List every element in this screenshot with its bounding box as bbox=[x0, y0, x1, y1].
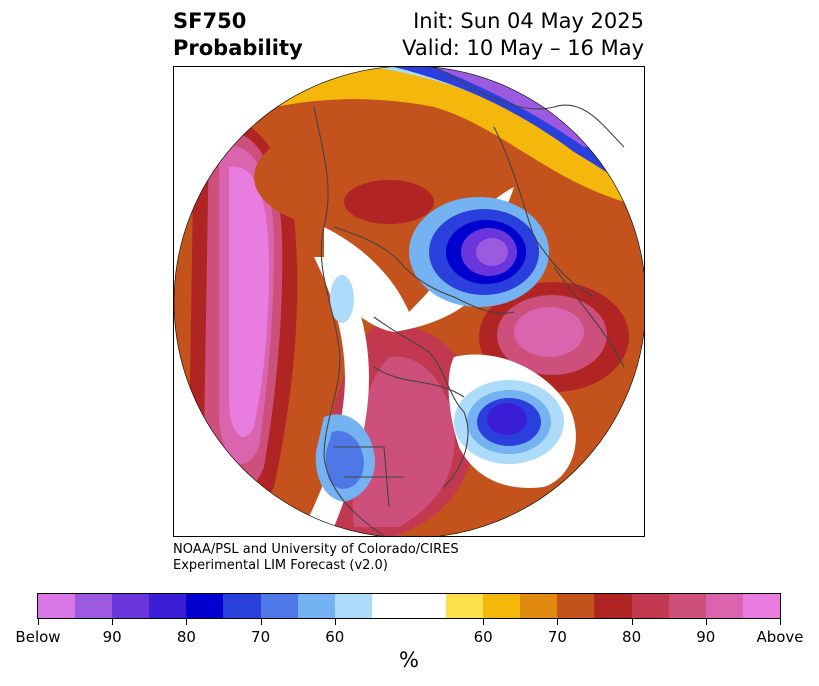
colorbar-tick bbox=[38, 619, 39, 625]
colorbar-segment bbox=[371, 594, 409, 618]
colorbar-tick-label: Above bbox=[756, 628, 804, 646]
map-panel bbox=[173, 66, 645, 537]
colorbar-tick-label: 60 bbox=[325, 628, 345, 646]
colorbar-tick bbox=[334, 619, 336, 625]
colorbar-segment bbox=[38, 594, 76, 618]
probability-field bbox=[174, 67, 644, 536]
colorbar-tick bbox=[780, 619, 781, 625]
colorbar-segment bbox=[408, 594, 447, 618]
colorbar-segment bbox=[705, 594, 743, 618]
colorbar-segment bbox=[297, 594, 335, 618]
colorbar-tick-label: 90 bbox=[102, 628, 122, 646]
colorbar-tick bbox=[112, 619, 114, 625]
colorbar-tick bbox=[557, 619, 559, 625]
credit-line-1: NOAA/PSL and University of Colorado/CIRE… bbox=[173, 542, 459, 557]
colorbar-unit-label: % bbox=[399, 648, 419, 672]
colorbar-tick-label: 90 bbox=[696, 628, 716, 646]
colorbar-tick-label: 80 bbox=[622, 628, 642, 646]
colorbar-segment bbox=[334, 594, 372, 618]
title-quantity: Probability bbox=[173, 36, 303, 60]
colorbar-segment bbox=[631, 594, 669, 618]
colorbar-tick-label: 70 bbox=[251, 628, 271, 646]
colorbar-tick bbox=[705, 619, 707, 625]
colorbar-segment bbox=[186, 594, 224, 618]
colorbar-segment bbox=[75, 594, 113, 618]
colorbar-tick bbox=[483, 619, 485, 625]
colorbar-tick bbox=[186, 619, 188, 625]
colorbar-segment bbox=[668, 594, 706, 618]
colorbar-segment bbox=[520, 594, 558, 618]
colorbar bbox=[37, 593, 781, 619]
colorbar-segment bbox=[223, 594, 261, 618]
colorbar-segment bbox=[260, 594, 298, 618]
colorbar-segment bbox=[483, 594, 521, 618]
colorbar-segment bbox=[149, 594, 187, 618]
colorbar-segment bbox=[742, 594, 780, 618]
credit-line-2: Experimental LIM Forecast (v2.0) bbox=[173, 558, 388, 573]
polar-map bbox=[174, 67, 644, 536]
colorbar-tick-label: 80 bbox=[176, 628, 196, 646]
credit-text: NOAA/PSL and University of Colorado/CIRE… bbox=[173, 542, 459, 574]
colorbar-tick-label: 70 bbox=[547, 628, 567, 646]
colorbar-tick bbox=[631, 619, 633, 625]
chart-title-variable: SF750 Probability bbox=[173, 8, 303, 62]
colorbar-segment bbox=[112, 594, 150, 618]
title-init-date: Init: Sun 04 May 2025 bbox=[413, 9, 644, 33]
colorbar-tick-label: Below bbox=[15, 628, 61, 646]
colorbar-segment bbox=[446, 594, 484, 618]
colorbar-tick-label: 60 bbox=[473, 628, 493, 646]
coastlines bbox=[313, 67, 625, 536]
chart-title-dates: Init: Sun 04 May 2025 Valid: 10 May – 16… bbox=[402, 8, 644, 62]
colorbar-segment bbox=[557, 594, 595, 618]
title-variable: SF750 bbox=[173, 9, 247, 33]
title-valid-range: Valid: 10 May – 16 May bbox=[402, 36, 644, 60]
colorbar-tick bbox=[260, 619, 262, 625]
colorbar-segment bbox=[594, 594, 632, 618]
